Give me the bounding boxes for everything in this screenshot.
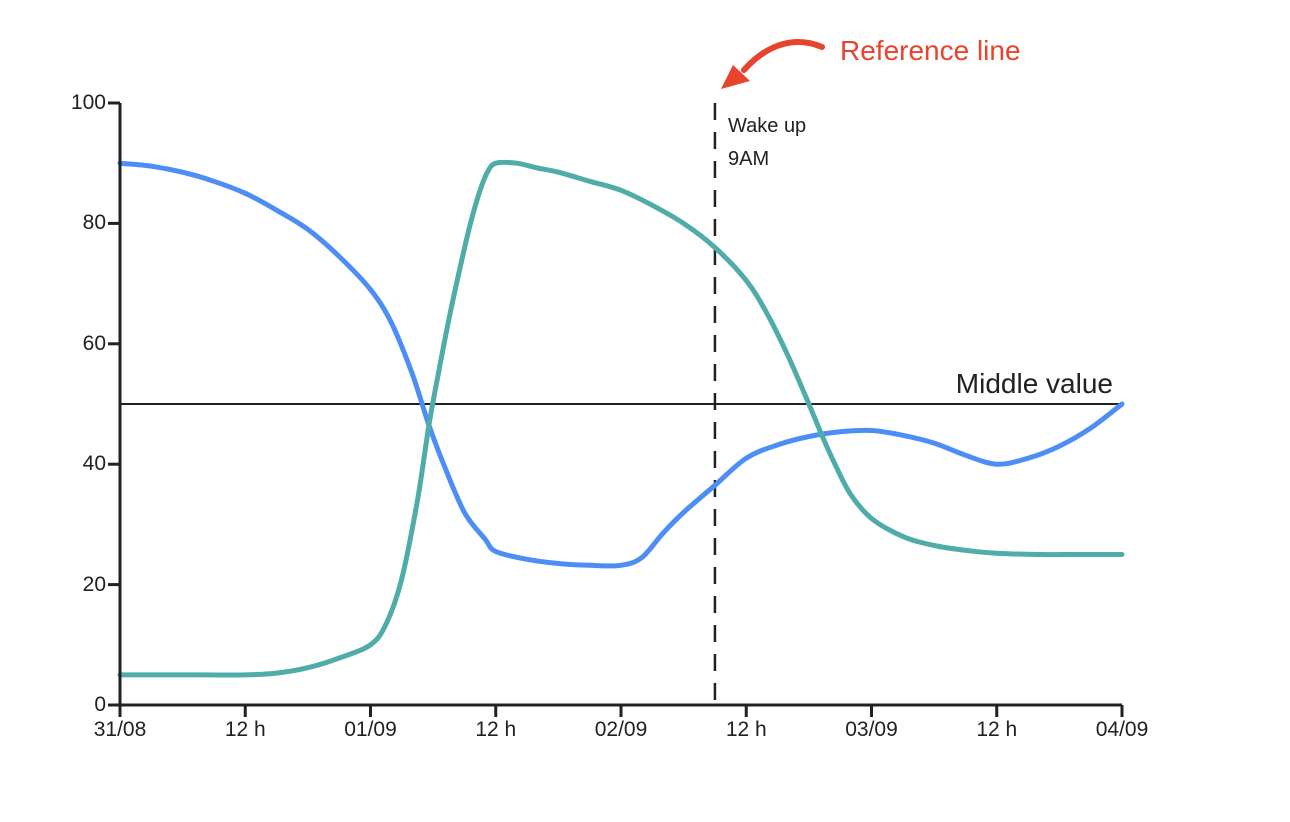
y-tick-label: 100 [70,91,106,114]
x-tick-label: 02/09 [594,718,648,741]
x-tick-label: 12 h [976,718,1018,741]
x-tick-label: 04/09 [1095,718,1149,741]
x-tick-label: 03/09 [845,718,898,741]
x-tick-label: 12 h [725,718,767,741]
vertical-reference-label: Wake up 9AM [728,110,806,176]
reference-arrowhead-icon [721,65,750,89]
x-tick-label: 12 h [475,718,517,741]
vertical-reference-label-line2: 9AM [728,148,770,170]
y-tick-label: 40 [82,452,106,476]
middle-value-label: Middle value [955,368,1113,399]
vertical-reference-label-line1: Wake up [728,115,807,137]
reference-line-annotation-label: Reference line [840,35,1021,66]
x-tick-label: 31/08 [93,718,147,741]
x-tick-label: 01/09 [344,718,397,741]
teal-series-line [117,159,1125,678]
y-tick-label: 20 [82,572,106,596]
y-tick-label: 0 [94,693,106,716]
x-tick-label: 12 h [224,718,266,741]
blue-series-line [117,160,1125,569]
reference-arrow-icon [741,39,825,73]
y-tick-label: 80 [82,211,106,235]
y-tick-label: 60 [82,331,106,355]
